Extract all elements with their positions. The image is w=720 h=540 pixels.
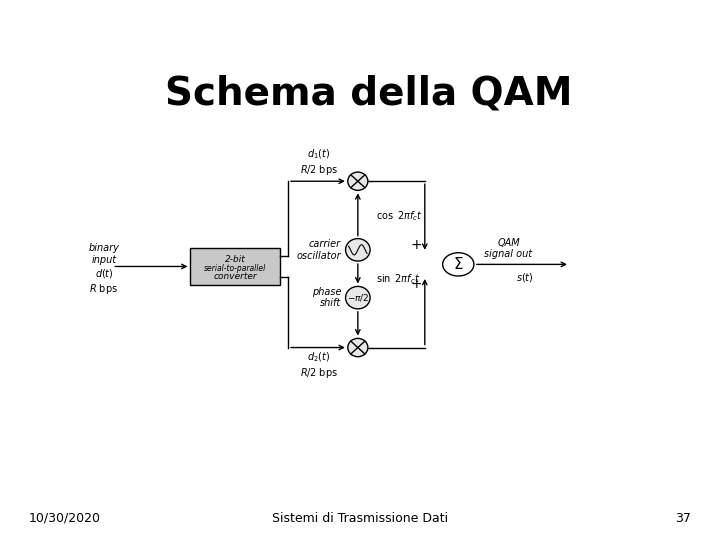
Ellipse shape <box>348 172 368 191</box>
Text: serial-to-parallel: serial-to-parallel <box>204 264 266 273</box>
Text: carrier
oscillator: carrier oscillator <box>297 239 341 261</box>
Text: binary
input: binary input <box>89 243 120 265</box>
Text: Sistemi di Trasmissione Dati: Sistemi di Trasmissione Dati <box>272 512 448 525</box>
Text: $\cos\ 2\pi f_c t$: $\cos\ 2\pi f_c t$ <box>376 210 423 224</box>
Text: +: + <box>410 238 422 252</box>
Text: converter: converter <box>213 273 257 281</box>
Text: +: + <box>410 276 422 291</box>
Circle shape <box>443 253 474 276</box>
Text: $-\pi/2$: $-\pi/2$ <box>346 292 369 303</box>
Text: 37: 37 <box>675 512 691 525</box>
Text: $d_2(t)$
$R/2$ bps: $d_2(t)$ $R/2$ bps <box>300 350 338 380</box>
Text: $s(t)$: $s(t)$ <box>516 271 534 284</box>
Ellipse shape <box>346 239 370 261</box>
Text: phase
shift: phase shift <box>312 287 341 308</box>
Ellipse shape <box>348 339 368 357</box>
Text: 10/30/2020: 10/30/2020 <box>29 512 101 525</box>
Text: QAM
signal out: QAM signal out <box>485 238 533 259</box>
Text: Schema della QAM: Schema della QAM <box>166 75 572 113</box>
Text: 2-bit: 2-bit <box>225 255 246 264</box>
Text: $\Sigma$: $\Sigma$ <box>453 256 464 272</box>
FancyBboxPatch shape <box>190 248 280 285</box>
Ellipse shape <box>346 286 370 309</box>
Text: $\sin\ 2\pi f_c t$: $\sin\ 2\pi f_c t$ <box>376 272 420 286</box>
Text: $d(t)$
$R$ bps: $d(t)$ $R$ bps <box>89 267 118 295</box>
Text: $d_1(t)$
$R/2$ bps: $d_1(t)$ $R/2$ bps <box>300 148 338 177</box>
